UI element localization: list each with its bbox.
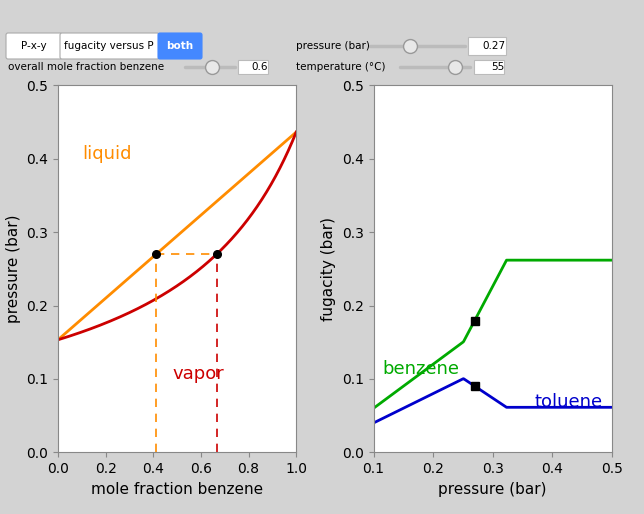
Text: vapor: vapor (173, 365, 224, 383)
FancyBboxPatch shape (60, 33, 159, 59)
Text: 0.27: 0.27 (483, 41, 506, 51)
Text: 55: 55 (491, 62, 504, 72)
Text: benzene: benzene (383, 360, 459, 378)
Text: 0.6: 0.6 (252, 62, 268, 72)
Y-axis label: fugacity (bar): fugacity (bar) (321, 217, 336, 321)
Bar (238, 60, 268, 74)
FancyBboxPatch shape (158, 33, 202, 59)
Bar (468, 37, 506, 55)
Text: P-x-y: P-x-y (21, 41, 47, 51)
Text: toluene: toluene (535, 393, 603, 411)
Text: temperature (°C): temperature (°C) (296, 62, 386, 72)
Bar (474, 60, 504, 74)
Text: liquid: liquid (82, 144, 131, 163)
FancyBboxPatch shape (6, 33, 62, 59)
Text: both: both (166, 41, 194, 51)
Y-axis label: pressure (bar): pressure (bar) (6, 214, 21, 323)
Text: fugacity versus P: fugacity versus P (64, 41, 154, 51)
X-axis label: mole fraction benzene: mole fraction benzene (91, 482, 263, 497)
X-axis label: pressure (bar): pressure (bar) (439, 482, 547, 497)
Text: overall mole fraction benzene: overall mole fraction benzene (8, 62, 164, 72)
Text: pressure (bar): pressure (bar) (296, 41, 370, 51)
